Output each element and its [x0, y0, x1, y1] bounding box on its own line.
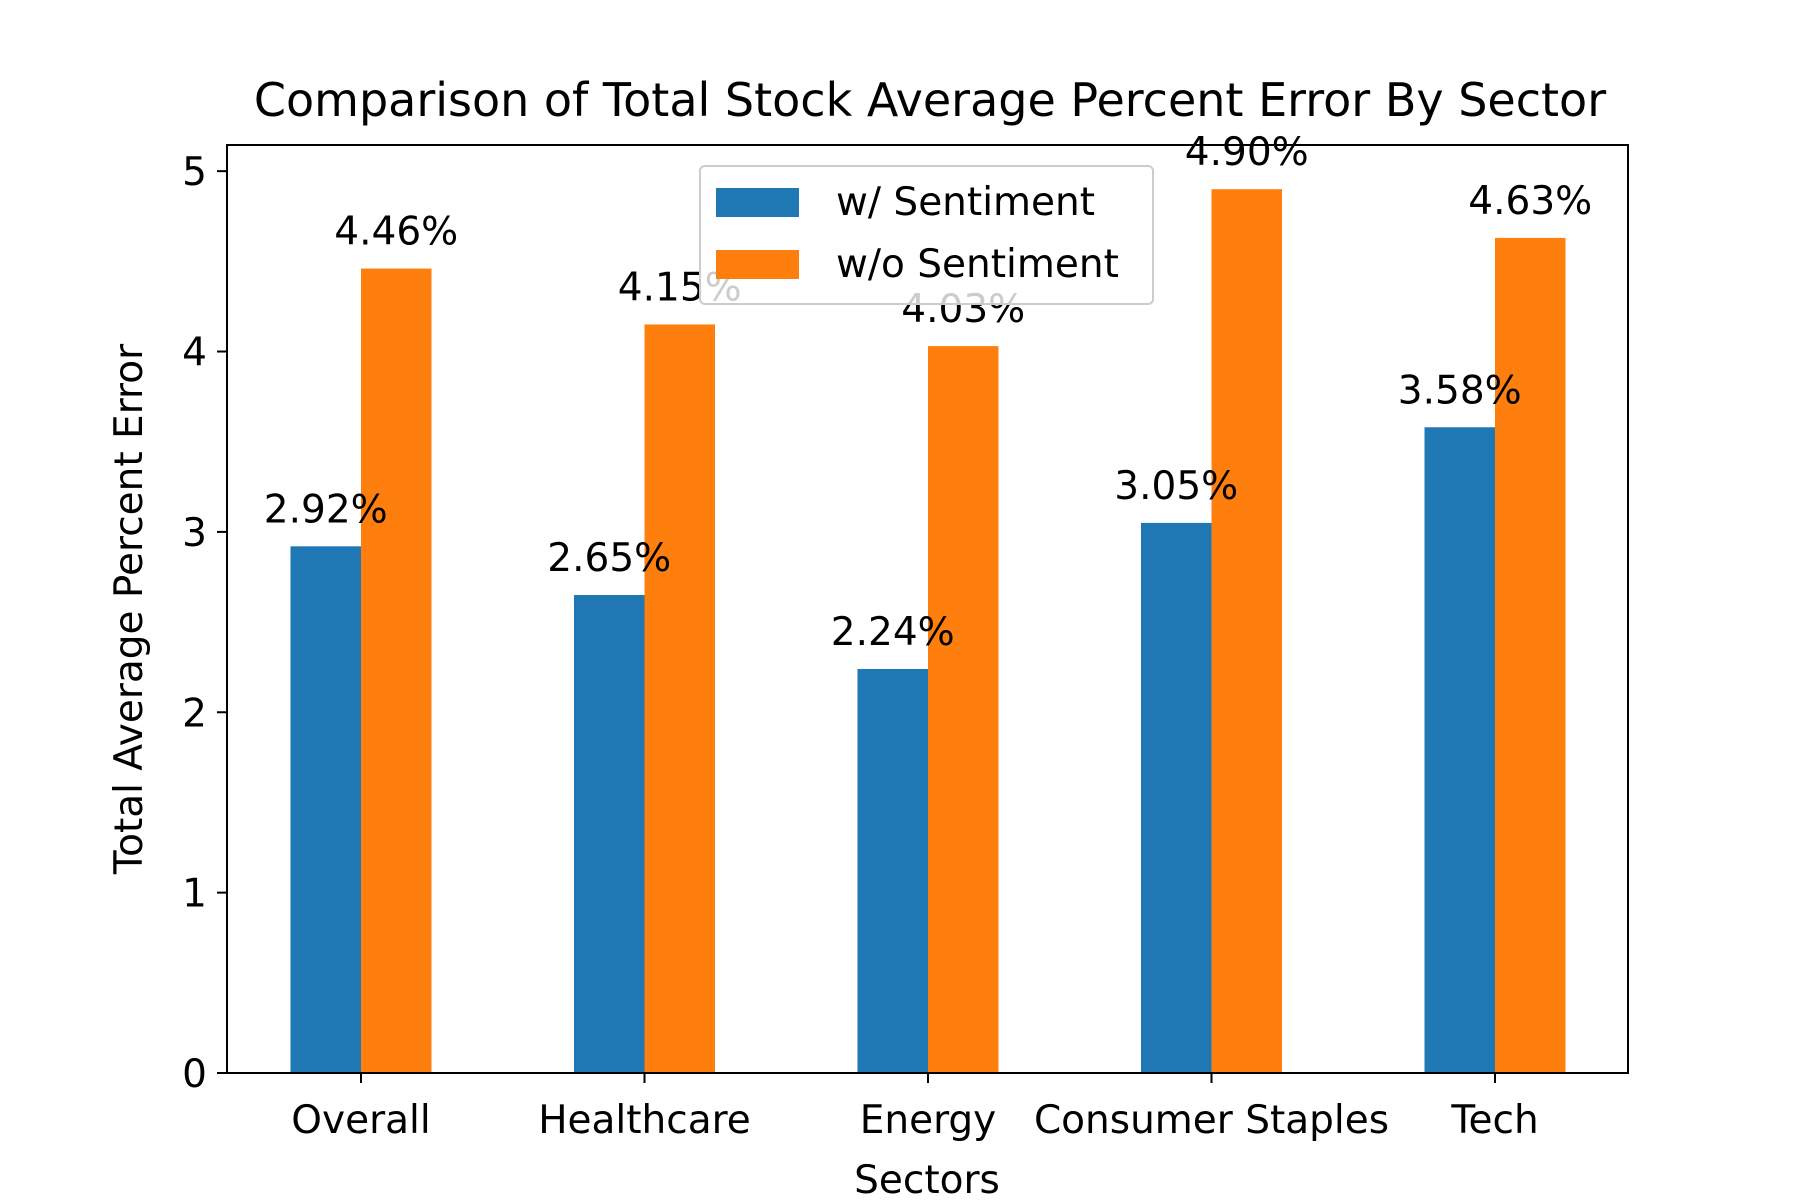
y-tick-label: 5	[182, 150, 207, 195]
data-labels-layer: 2.92%4.46%2.65%4.15%2.24%4.03%3.05%4.90%…	[264, 130, 1592, 655]
y-axis: 0 1 2 3 4 5	[182, 150, 227, 1097]
x-tick-label: Overall	[291, 1098, 430, 1143]
data-label: 2.92%	[264, 487, 388, 532]
legend-box	[699, 165, 1154, 305]
x-tick-label: Tech	[1450, 1098, 1538, 1143]
bar-without-sentiment-healthcare	[644, 324, 715, 1074]
data-label: 3.58%	[1398, 368, 1522, 413]
bar-without-sentiment-consumer-staples	[1211, 189, 1282, 1073]
legend-label: w/ Sentiment	[836, 180, 1095, 225]
bar-with-sentiment-energy	[857, 668, 928, 1073]
x-axis: Overall Healthcare Energy Consumer Staples T…	[291, 1073, 1539, 1143]
y-tick-label: 0	[182, 1052, 207, 1097]
bar-with-sentiment-tech	[1424, 427, 1495, 1073]
x-tick-label: Consumer Staples	[1034, 1098, 1389, 1143]
data-label: 4.46%	[334, 210, 458, 255]
y-tick-label: 2	[182, 691, 207, 736]
bar-with-sentiment-overall	[290, 546, 361, 1073]
chart-title: Comparison of Total Stock Average Percen…	[254, 73, 1606, 127]
data-label: 4.90%	[1185, 130, 1309, 175]
bars-layer	[290, 189, 1566, 1074]
bar-without-sentiment-tech	[1495, 237, 1566, 1073]
data-label: 3.05%	[1114, 464, 1238, 509]
bar-without-sentiment-energy	[928, 346, 999, 1073]
y-tick-label: 4	[182, 331, 207, 376]
x-tick-label: Healthcare	[538, 1098, 751, 1143]
bar-without-sentiment-overall	[361, 268, 432, 1073]
bar-with-sentiment-consumer-staples	[1141, 522, 1212, 1073]
y-tick-label: 1	[182, 872, 207, 917]
x-axis-label: Sectors	[854, 1158, 1000, 1200]
data-label: 2.24%	[831, 610, 955, 655]
y-tick-label: 3	[182, 511, 207, 556]
bar-with-sentiment-healthcare	[574, 595, 645, 1073]
legend: w/ Sentiment w/o Sentiment	[699, 165, 1154, 305]
data-label: 4.63%	[1468, 179, 1592, 224]
legend-label: w/o Sentiment	[836, 242, 1119, 287]
data-label: 2.65%	[547, 536, 671, 581]
x-tick-label: Energy	[860, 1098, 997, 1143]
legend-swatch	[716, 250, 799, 279]
legend-swatch	[716, 188, 799, 217]
y-axis-label: Total Average Percent Error	[107, 343, 152, 875]
